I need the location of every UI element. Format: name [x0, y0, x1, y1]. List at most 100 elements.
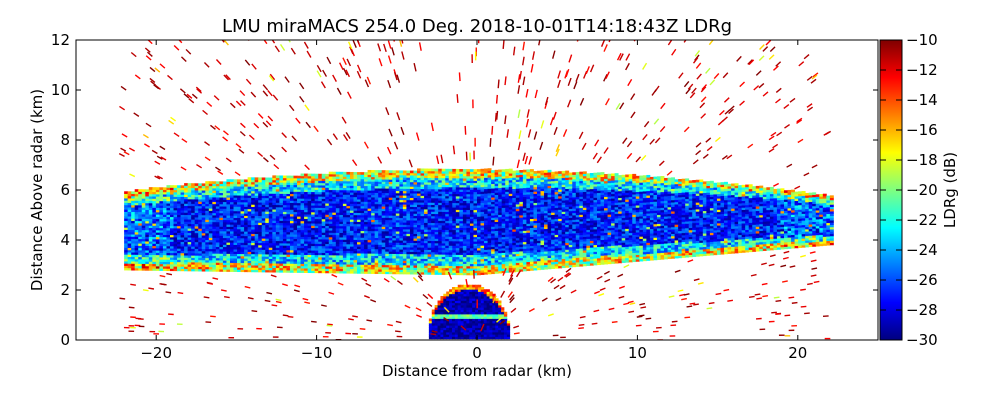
cloud-layer-gate [325, 252, 330, 256]
cloud-layer-gate [194, 228, 199, 231]
cloud-layer-gate [515, 197, 520, 200]
cloud-layer-gate [282, 265, 287, 269]
cloud-layer-gate [304, 189, 309, 192]
cloud-layer-gate [388, 206, 393, 209]
cloud-layer-gate [261, 253, 266, 257]
cloud-layer-gate [272, 265, 277, 269]
cloud-layer-gate [413, 181, 418, 185]
cloud-layer-gate [434, 211, 439, 215]
cloud-layer-gate [173, 185, 178, 188]
cloud-layer-gate [477, 196, 481, 199]
cloud-layer-gate [529, 259, 534, 262]
cloud-layer-gate [512, 199, 517, 203]
cloud-layer-gate [529, 256, 534, 260]
cloud-layer-gate [272, 249, 277, 253]
cloud-layer-gate [187, 216, 192, 220]
cloud-layer-gate [508, 229, 513, 233]
cloud-layer-gate [494, 190, 499, 193]
cloud-layer-gate [448, 173, 453, 177]
cloud-layer-gate [155, 218, 160, 222]
cloud-layer-gate [399, 226, 404, 230]
cloud-layer-gate [275, 200, 280, 203]
cloud-layer-gate [131, 211, 136, 215]
cloud-layer-gate [494, 169, 499, 173]
cloud-layer-gate [286, 227, 291, 230]
cloud-layer-gate [353, 185, 358, 189]
cloud-layer-gate [529, 216, 534, 219]
cloud-layer-gate [314, 225, 319, 229]
cloud-layer-gate [275, 254, 280, 257]
cloud-layer-gate [254, 258, 259, 262]
cloud-layer-gate [233, 179, 238, 182]
cloud-layer-gate [364, 174, 369, 178]
cloud-layer-gate [438, 177, 443, 181]
cloud-layer-gate [177, 223, 181, 227]
cloud-layer-gate [325, 259, 330, 263]
cloud-layer-gate [219, 192, 224, 196]
cloud-layer-gate [420, 181, 425, 185]
cloud-layer-gate [311, 216, 316, 220]
cloud-layer-gate [491, 266, 496, 270]
cloud-layer-gate [293, 252, 298, 255]
cloud-layer-gate [420, 271, 425, 275]
cloud-layer-gate [448, 254, 453, 258]
cloud-layer-gate [318, 241, 323, 244]
cloud-layer-gate [431, 197, 436, 201]
cloud-layer-gate [201, 230, 206, 234]
cloud-layer-gate [388, 258, 393, 261]
cloud-layer-gate [201, 221, 206, 225]
cloud-layer-gate [526, 216, 531, 220]
cloud-layer-gate [406, 253, 411, 257]
cloud-layer-gate [127, 211, 132, 215]
cloud-layer-gate [494, 257, 499, 261]
cloud-layer-gate [406, 170, 411, 174]
cloud-layer-gate [208, 212, 213, 216]
cloud-layer-gate [455, 229, 460, 233]
cloud-layer-gate [364, 230, 369, 234]
cloud-layer-gate [346, 203, 351, 207]
cloud-layer-gate [399, 237, 404, 241]
cloud-layer-gate [233, 235, 238, 239]
cloud-layer-gate [205, 259, 210, 263]
cloud-layer-gate [215, 233, 220, 236]
cloud-layer-gate [445, 245, 450, 248]
cloud-layer-gate [215, 185, 220, 189]
cloud-layer-gate [275, 220, 280, 224]
cloud-layer-gate [469, 259, 474, 262]
cloud-layer-gate [244, 217, 249, 221]
cloud-layer-gate [399, 195, 404, 198]
cloud-layer-gate [349, 228, 354, 231]
cloud-layer-gate [371, 257, 376, 261]
cloud-layer-gate [124, 238, 129, 242]
cloud-layer-gate [399, 262, 404, 266]
cloud-layer-gate [131, 222, 136, 226]
cloud-layer-gate [459, 268, 464, 271]
cloud-layer-gate [124, 198, 129, 201]
cloud-layer-gate [265, 209, 270, 212]
cloud-layer-gate [420, 253, 425, 257]
cloud-layer-gate [169, 196, 174, 200]
cloud-layer-gate [445, 234, 450, 237]
cloud-layer-gate [501, 261, 506, 265]
cloud-layer-gate [477, 178, 481, 181]
cloud-layer-gate [247, 188, 252, 192]
cloud-layer-gate [381, 242, 386, 245]
cloud-layer-gate [208, 230, 213, 234]
cloud-layer-gate [289, 267, 294, 271]
cloud-layer-gate [392, 192, 397, 196]
cloud-layer-gate [420, 172, 425, 176]
cloud-layer-gate [169, 225, 174, 229]
cloud-layer-gate [522, 268, 527, 272]
cloud-layer-gate [473, 236, 478, 240]
cloud-layer-gate [505, 168, 510, 172]
cloud-layer-gate [466, 232, 471, 235]
cloud-layer-gate [314, 232, 319, 235]
cloud-layer-gate [424, 229, 428, 232]
cloud-layer-gate [427, 272, 432, 275]
cloud-layer-gate [409, 249, 414, 252]
cloud-layer-gate [381, 181, 386, 185]
cloud-layer-gate [431, 254, 436, 257]
cloud-layer-gate [431, 231, 436, 235]
cloud-layer-gate [279, 263, 284, 266]
cloud-layer-gate [265, 193, 270, 196]
